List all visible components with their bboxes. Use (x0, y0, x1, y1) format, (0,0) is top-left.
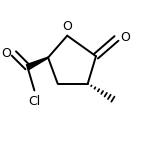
Text: O: O (1, 47, 11, 60)
Polygon shape (26, 57, 48, 70)
Text: O: O (121, 30, 131, 44)
Text: Cl: Cl (28, 95, 41, 108)
Text: O: O (62, 20, 72, 33)
